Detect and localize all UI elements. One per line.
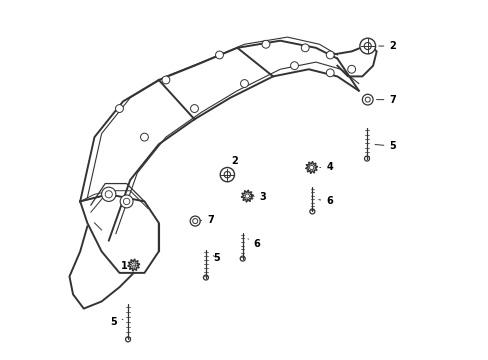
Text: 3: 3 bbox=[252, 192, 266, 202]
Circle shape bbox=[290, 62, 298, 69]
Circle shape bbox=[102, 187, 116, 202]
Text: 5: 5 bbox=[374, 141, 395, 151]
Circle shape bbox=[190, 105, 198, 112]
Circle shape bbox=[262, 40, 269, 48]
Text: 7: 7 bbox=[376, 95, 395, 105]
Circle shape bbox=[215, 51, 223, 59]
Circle shape bbox=[220, 167, 234, 182]
Circle shape bbox=[359, 38, 375, 54]
Circle shape bbox=[140, 133, 148, 141]
Circle shape bbox=[120, 195, 133, 208]
Circle shape bbox=[362, 94, 372, 105]
Circle shape bbox=[325, 69, 333, 77]
Text: 1: 1 bbox=[121, 261, 135, 271]
Circle shape bbox=[301, 44, 308, 52]
Text: 5: 5 bbox=[110, 317, 122, 327]
Text: 4: 4 bbox=[319, 162, 332, 172]
Circle shape bbox=[347, 65, 355, 73]
Circle shape bbox=[325, 51, 333, 59]
Text: 6: 6 bbox=[247, 239, 260, 249]
Circle shape bbox=[190, 216, 200, 226]
Text: 2: 2 bbox=[378, 41, 395, 51]
Text: 5: 5 bbox=[213, 253, 220, 263]
Text: 6: 6 bbox=[318, 197, 332, 206]
Text: 7: 7 bbox=[200, 215, 214, 225]
Text: 2: 2 bbox=[228, 156, 238, 169]
Circle shape bbox=[162, 76, 169, 84]
Circle shape bbox=[115, 105, 123, 112]
Circle shape bbox=[240, 80, 248, 87]
